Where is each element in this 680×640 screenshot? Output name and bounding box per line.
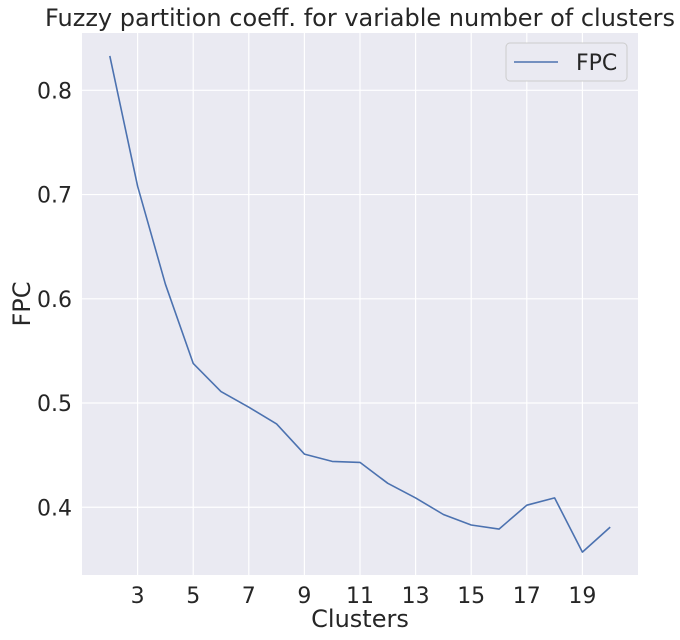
y-tick-label: 0.6 (37, 288, 72, 313)
y-axis-label: FPC (8, 281, 36, 326)
x-tick-label: 17 (513, 584, 541, 609)
y-tick-label: 0.4 (37, 496, 72, 521)
x-tick-label: 11 (346, 584, 374, 609)
chart-title: Fuzzy partition coeff. for variable numb… (45, 4, 675, 32)
x-tick-label: 15 (457, 584, 485, 609)
x-tick-label: 19 (568, 584, 596, 609)
y-tick-labels: 0.4 0.5 0.6 0.7 0.8 (37, 79, 72, 521)
x-tick-label: 13 (402, 584, 430, 609)
x-axis-label: Clusters (311, 605, 409, 633)
x-tick-labels: 3 5 7 9 11 13 15 17 19 (131, 584, 597, 609)
grid-lines (82, 33, 638, 575)
y-tick-label: 0.8 (37, 79, 72, 104)
x-tick-label: 5 (186, 584, 200, 609)
x-tick-label: 7 (242, 584, 256, 609)
legend: FPC (505, 42, 628, 82)
x-tick-label: 3 (131, 584, 145, 609)
legend-box (505, 42, 628, 82)
legend-label: FPC (576, 51, 617, 76)
series-line-fpc (109, 55, 611, 553)
y-tick-label: 0.7 (37, 184, 72, 209)
series-layer (109, 55, 611, 553)
y-tick-label: 0.5 (37, 392, 72, 417)
x-tick-label: 9 (297, 584, 311, 609)
